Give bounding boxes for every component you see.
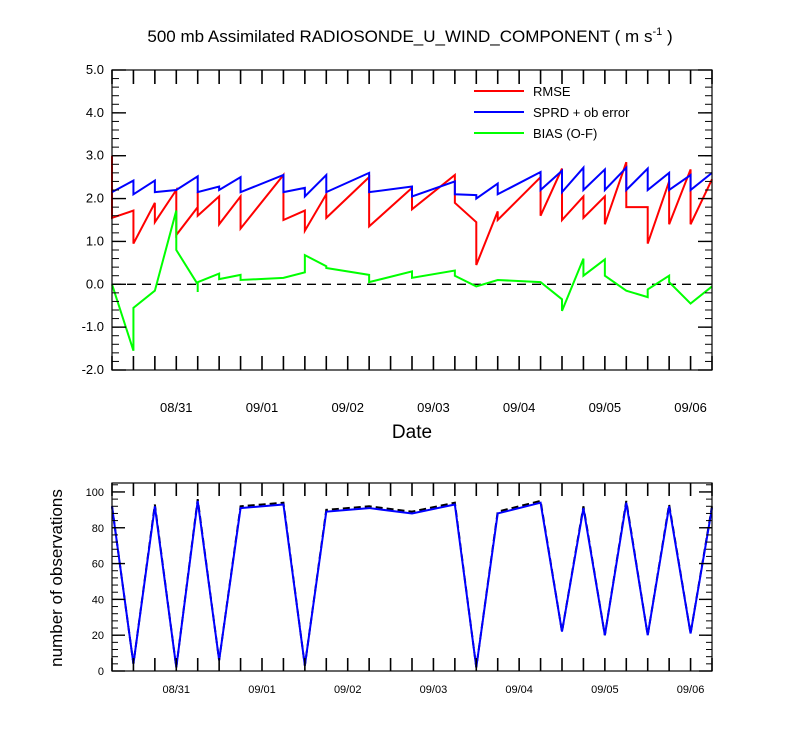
- y-tick-label: 0: [98, 666, 104, 678]
- y-tick-label: 0.0: [86, 276, 104, 291]
- y-tick-label: 60: [92, 559, 104, 571]
- top-chart-series-layer: [111, 155, 713, 352]
- top-chart-xlabel: Date: [392, 422, 432, 443]
- x-tick-label: 08/31: [160, 400, 193, 415]
- bottom-chart: 08/31 09/01 09/02 09/03 09/04 09/05 09/06 0 20 40…: [47, 482, 713, 696]
- series-line-1: [111, 165, 713, 201]
- top-chart-ticks: 08/31 09/01 09/02 09/03 09/04 09/05 09/06 -2.0 -…: [82, 62, 713, 415]
- bottom-chart-ylabel: number of observations: [47, 489, 66, 667]
- x-tick-label: 08/31: [163, 684, 191, 696]
- y-tick-label: -1.0: [82, 319, 104, 334]
- x-tick-label: 09/04: [503, 400, 536, 415]
- x-tick-label: 09/05: [589, 400, 622, 415]
- y-tick-label: 2.0: [86, 191, 104, 206]
- x-tick-label: 09/06: [677, 684, 705, 696]
- top-chart-title-close: ): [662, 27, 672, 46]
- top-chart-title-unit-sup: -1: [652, 26, 662, 38]
- series-line-1: [111, 500, 713, 668]
- y-tick-label: 100: [86, 487, 104, 499]
- x-tick-label: 09/02: [334, 684, 362, 696]
- bottom-chart-series-layer: [111, 498, 713, 668]
- legend-label-2: BIAS (O-F): [533, 126, 597, 141]
- x-tick-label: 09/05: [591, 684, 619, 696]
- x-tick-label: 09/06: [674, 400, 707, 415]
- y-tick-label: 80: [92, 523, 104, 535]
- y-tick-label: 20: [92, 630, 104, 642]
- y-tick-label: 1.0: [86, 233, 104, 248]
- bottom-chart-ticks: 08/31 09/01 09/02 09/03 09/04 09/05 09/06 0 20 40…: [86, 483, 713, 696]
- y-tick-label: 5.0: [86, 62, 104, 77]
- y-tick-label: 4.0: [86, 105, 104, 120]
- x-tick-label: 09/03: [417, 400, 450, 415]
- y-tick-label: -2.0: [82, 362, 104, 377]
- x-tick-label: 09/03: [420, 684, 448, 696]
- x-tick-label: 09/01: [248, 684, 276, 696]
- x-tick-label: 09/04: [505, 684, 533, 696]
- top-chart-title: 500 mb Assimilated RADIOSONDE_U_WIND_COM…: [147, 26, 672, 46]
- series-line-2: [111, 210, 713, 352]
- legend-label-0: RMSE: [533, 84, 571, 99]
- top-chart-title-main: 500 mb Assimilated RADIOSONDE_U_WIND_COM…: [147, 27, 652, 46]
- legend-label-1: SPRD + ob error: [533, 105, 630, 120]
- top-chart: 500 mb Assimilated RADIOSONDE_U_WIND_COM…: [82, 26, 713, 443]
- y-tick-label: 3.0: [86, 148, 104, 163]
- top-chart-legend: RMSE SPRD + ob error BIAS (O-F): [474, 84, 630, 141]
- y-tick-label: 40: [92, 594, 104, 606]
- x-tick-label: 09/01: [246, 400, 279, 415]
- x-tick-label: 09/02: [331, 400, 364, 415]
